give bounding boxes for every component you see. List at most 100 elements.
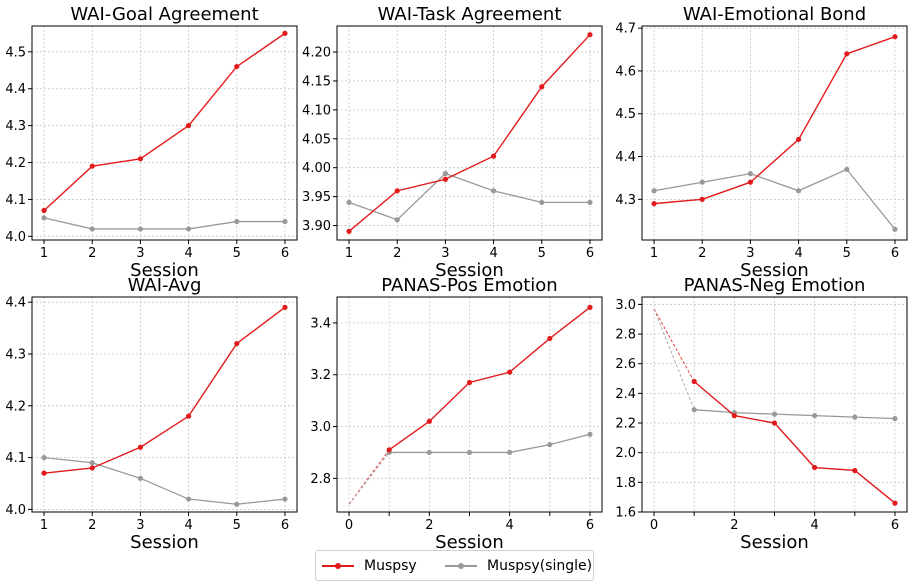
- y-tick-label: 3.90: [302, 219, 331, 234]
- data-point-muspsy: [490, 153, 497, 159]
- x-tick-label: 6: [891, 246, 899, 261]
- data-point-muspsy-single: [282, 496, 288, 502]
- legend-item-muspsy: Muspsy: [322, 557, 417, 575]
- x-axis-label: Session: [435, 260, 504, 281]
- chart-panel-6: PANAS-Neg Emotion 1.6 1.8 2.0 2.2 2.4 2.6 2.8 3.…: [615, 275, 908, 553]
- y-tick-label: 2.8: [615, 328, 636, 343]
- y-tick-label: 4.1: [5, 193, 26, 208]
- series-line-muspsy-single: [389, 433, 591, 454]
- x-tick-label: 6: [586, 518, 594, 533]
- y-tick-label: 4.00: [302, 161, 331, 176]
- plot-frame: [641, 296, 908, 513]
- x-axis-label: Session: [435, 532, 504, 553]
- y-tick-label: 3.0: [615, 298, 636, 313]
- y-tick-label: 4.0: [5, 503, 26, 518]
- data-point-muspsy-single: [234, 218, 240, 225]
- data-point-muspsy: [41, 470, 47, 476]
- data-point-muspsy-single: [490, 188, 497, 194]
- x-axis-label: Session: [130, 260, 199, 281]
- plot-frame: [31, 296, 298, 513]
- data-point-muspsy-single: [346, 199, 352, 206]
- data-point-muspsy: [394, 188, 400, 194]
- data-point-muspsy: [234, 63, 240, 70]
- y-tick-label: 1.8: [615, 476, 636, 491]
- data-point-muspsy-single: [137, 226, 144, 232]
- data-point-muspsy-single: [699, 179, 705, 185]
- legend-item-muspsy-single: Muspsy(single): [445, 557, 592, 575]
- plot-frame: [336, 296, 603, 513]
- chart-title: PANAS-Neg Emotion: [684, 275, 866, 296]
- x-tick-label: 2: [88, 246, 96, 261]
- y-tick-label: 3.0: [310, 420, 331, 435]
- data-point-muspsy-single: [185, 496, 192, 502]
- chart-panel-3: WAI-Emotional Bond 4.3 4.4 4.5 4.6 4.7 1 2 3 4 5 6 S…: [615, 4, 908, 281]
- x-tick-label: 3: [136, 246, 144, 261]
- chart-title: PANAS-Pos Emotion: [381, 275, 557, 296]
- series-line-muspsy-single: [43, 217, 285, 230]
- x-tick-label: 1: [650, 246, 658, 261]
- x-tick-label: 1: [40, 518, 48, 533]
- plot-frame: [641, 25, 908, 241]
- baseline-connector-muspsy: [653, 308, 695, 382]
- y-tick-label: 3.4: [310, 316, 331, 331]
- y-tick-label: 4.3: [5, 119, 26, 134]
- y-tick-label: 2.8: [310, 472, 331, 487]
- series-line-muspsy: [653, 36, 896, 205]
- x-tick-label: 4: [506, 518, 514, 533]
- chart-panel-4: WAI-Avg 4.0 4.1 4.2 4.3 4.4 1 2 3 4 5 6 Session: [5, 275, 298, 553]
- data-point-muspsy-single: [185, 226, 192, 232]
- x-tick-label: 2: [730, 518, 738, 533]
- data-point-muspsy-single: [747, 171, 754, 177]
- data-point-muspsy: [507, 369, 513, 375]
- y-tick-label: 4.2: [5, 156, 26, 171]
- data-point-muspsy: [137, 156, 144, 162]
- data-point-muspsy: [442, 176, 449, 182]
- x-tick-label: 3: [136, 518, 144, 533]
- chart-title: WAI-Emotional Bond: [683, 4, 866, 25]
- data-point-muspsy: [844, 51, 850, 57]
- x-tick-label: 5: [233, 246, 241, 261]
- data-point-muspsy-single: [771, 411, 778, 417]
- y-tick-label: 2.6: [615, 357, 636, 372]
- data-point-muspsy-single: [394, 217, 400, 223]
- data-point-muspsy-single: [466, 449, 473, 456]
- data-point-muspsy-single: [234, 501, 240, 507]
- data-point-muspsy-single: [587, 199, 593, 206]
- data-point-muspsy: [346, 228, 352, 234]
- data-point-muspsy: [731, 413, 737, 419]
- legend-label-muspsy: Muspsy: [364, 558, 417, 574]
- data-point-muspsy: [386, 447, 392, 453]
- x-tick-label: 3: [746, 246, 754, 261]
- series-line-muspsy: [693, 380, 896, 504]
- x-tick-label: 5: [233, 518, 241, 533]
- data-point-muspsy-single: [507, 449, 513, 456]
- data-point-muspsy: [185, 123, 192, 129]
- data-point-muspsy: [282, 30, 288, 36]
- x-tick-label: 4: [184, 246, 192, 261]
- data-point-muspsy-single: [41, 455, 47, 461]
- data-point-muspsy: [651, 201, 657, 207]
- data-point-muspsy: [795, 136, 802, 143]
- data-point-muspsy: [587, 304, 593, 310]
- chart-title: WAI-Avg: [128, 275, 202, 296]
- y-tick-label: 4.2: [5, 399, 26, 414]
- data-point-muspsy: [812, 464, 818, 471]
- y-tick-label: 2.0: [615, 446, 636, 461]
- x-tick-label: 5: [843, 246, 851, 261]
- series-line-muspsy: [348, 34, 591, 232]
- y-tick-label: 4.5: [5, 45, 26, 60]
- baseline-connector-muspsy-single: [348, 452, 390, 505]
- legend-swatch-muspsy-single: [445, 563, 477, 569]
- x-tick-label: 4: [489, 246, 497, 261]
- data-point-muspsy-single: [89, 226, 95, 232]
- x-tick-label: 2: [698, 246, 706, 261]
- x-tick-label: 3: [441, 246, 449, 261]
- series-line-muspsy-single: [653, 168, 896, 230]
- x-tick-label: 0: [345, 518, 353, 533]
- data-point-muspsy-single: [442, 170, 449, 177]
- y-tick-label: 4.6: [615, 64, 636, 79]
- y-tick-label: 4.10: [302, 103, 331, 118]
- data-point-muspsy: [41, 207, 47, 214]
- x-tick-label: 2: [88, 518, 96, 533]
